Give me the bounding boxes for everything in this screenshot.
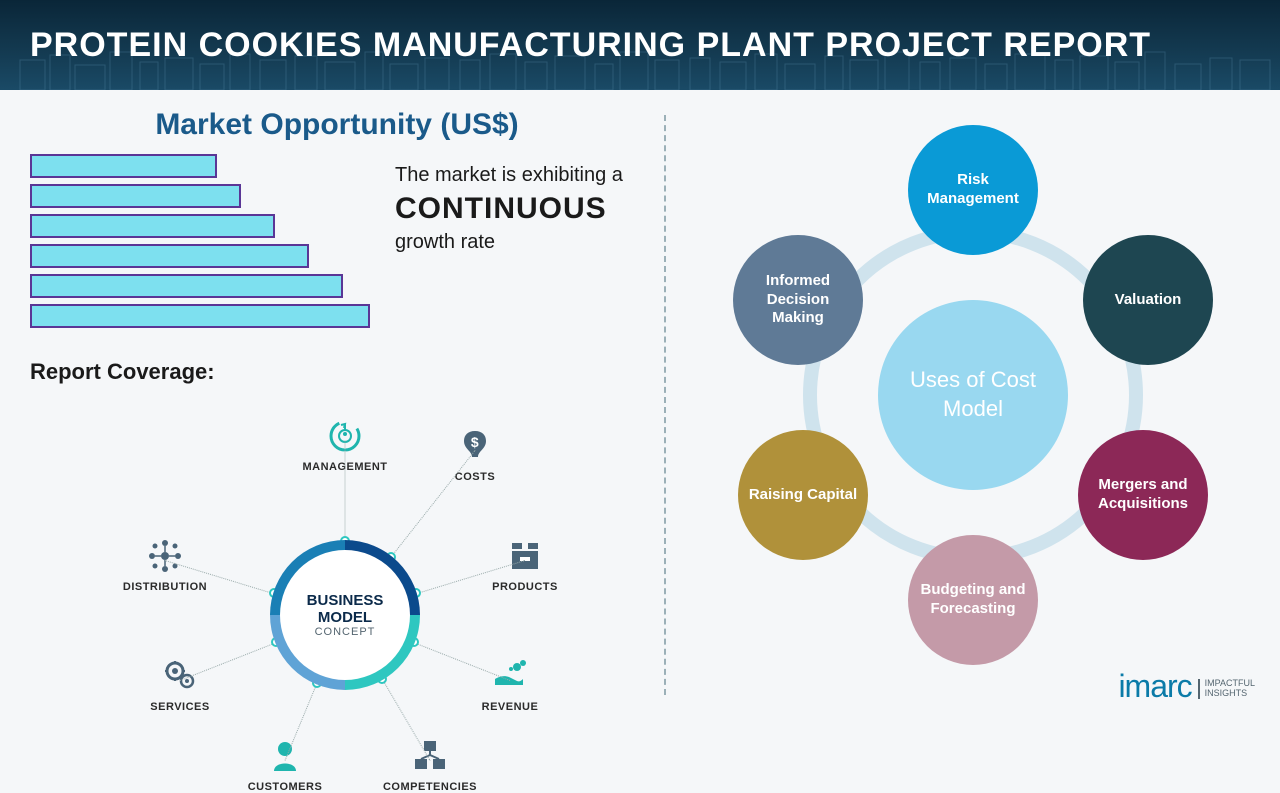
market-chart-row: The market is exhibiting a CONTINUOUS gr… [30,154,644,334]
cost-model-diagram: Uses of Cost Model Risk ManagementValuat… [723,145,1223,645]
cost-center-label: Uses of Cost Model [878,366,1068,423]
market-bar [30,274,343,298]
cost-model-center: Uses of Cost Model [878,300,1068,490]
market-bar [30,184,241,208]
business-model-diagram: BUSINESS MODEL CONCEPT MANAGEMENT$COSTSP… [100,420,580,790]
cost-node-5: Informed Decision Making [733,235,863,365]
business-model-center: BUSINESS MODEL CONCEPT [280,550,410,680]
bm-node-revenue: REVENUE [455,655,565,713]
coverage-label: Report Coverage: [30,359,644,385]
distribution-icon [144,535,186,577]
bm-center-line3: CONCEPT [315,626,376,638]
bm-node-competencies: COMPETENCIES [375,735,485,793]
page-title: PROTEIN COOKIES MANUFACTURING PLANT PROJ… [30,26,1151,65]
competencies-icon [409,735,451,777]
cost-node-2: Mergers and Acquisitions [1078,430,1208,560]
logo-tagline: IMPACTFUL INSIGHTS [1198,679,1255,699]
bm-node-label: COSTS [420,471,530,483]
market-bar [30,214,275,238]
cost-node-0: Risk Management [908,125,1038,255]
services-icon [159,655,201,697]
market-bar-chart [30,154,370,334]
header: PROTEIN COOKIES MANUFACTURING PLANT PROJ… [0,0,1280,90]
bm-connector [345,441,346,538]
logo: imarc IMPACTFUL INSIGHTS [1118,668,1255,705]
market-title: Market Opportunity (US$) [30,108,644,142]
costs-icon: $ [454,425,496,467]
svg-text:$: $ [471,434,479,450]
cost-node-4: Raising Capital [738,430,868,560]
bm-node-label: COMPETENCIES [375,781,485,793]
growth-text: The market is exhibiting a CONTINUOUS gr… [395,154,623,254]
bm-node-distribution: DISTRIBUTION [110,535,220,593]
bm-node-costs: $ COSTS [420,425,530,483]
market-bar [30,244,309,268]
cost-node-3: Budgeting and Forecasting [908,535,1038,665]
body: Market Opportunity (US$) The market is e… [0,90,1280,720]
growth-line2: CONTINUOUS [395,192,623,226]
logo-brand: imarc [1118,668,1191,705]
bm-node-label: CUSTOMERS [230,781,340,793]
market-bar [30,154,217,178]
right-panel: Uses of Cost Model Risk Management Valuat… [666,90,1280,720]
market-bar [30,304,370,328]
bm-node-products: PRODUCTS [470,535,580,593]
left-panel: Market Opportunity (US$) The market is e… [0,90,664,720]
bm-center-line1: BUSINESS [307,592,384,609]
bm-node-label: SERVICES [125,701,235,713]
bm-node-label: DISTRIBUTION [110,581,220,593]
bm-node-label: PRODUCTS [470,581,580,593]
products-icon [504,535,546,577]
bm-node-customers: CUSTOMERS [230,735,340,793]
revenue-icon [489,655,531,697]
bm-center-line2: MODEL [318,609,372,626]
growth-line1: The market is exhibiting a [395,164,623,187]
growth-line3: growth rate [395,231,623,254]
cost-node-1: Valuation [1083,235,1213,365]
bm-node-label: REVENUE [455,701,565,713]
